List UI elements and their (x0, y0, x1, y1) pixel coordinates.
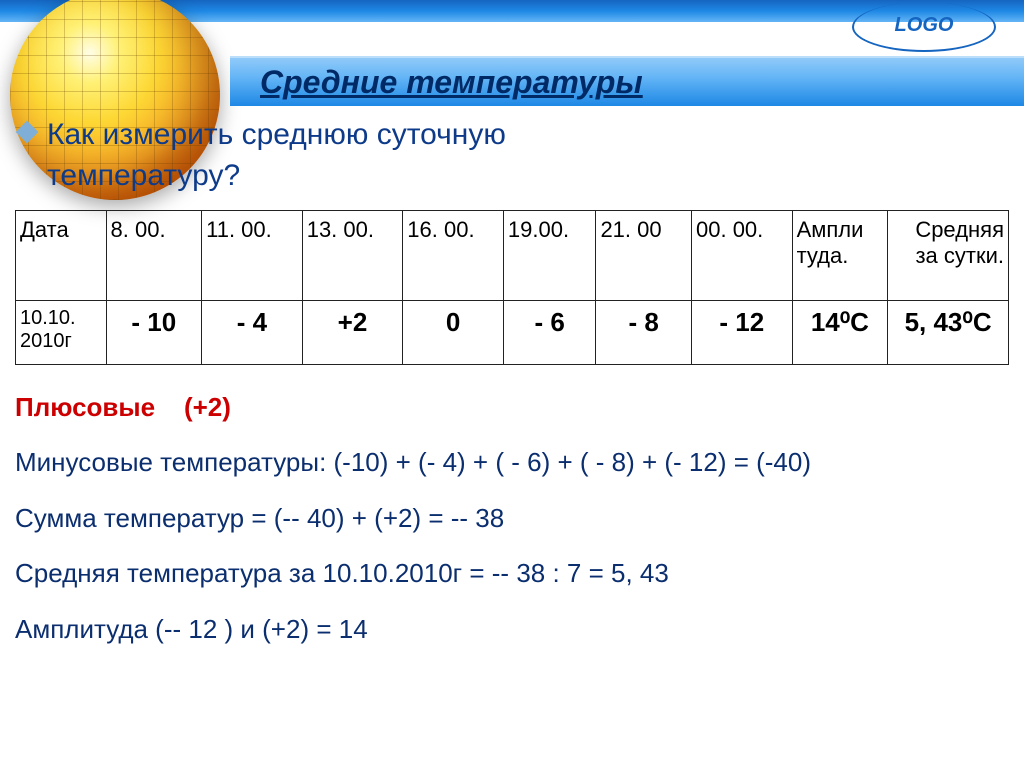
cell-v3: +2 (302, 301, 403, 365)
col-amp: Ампли туда. (792, 211, 888, 301)
cell-v7: - 12 (692, 301, 793, 365)
col-t2: 11. 00. (202, 211, 303, 301)
cell-v4: 0 (403, 301, 504, 365)
sum-line: Сумма температур = (-- 40) + (+2) = -- 3… (15, 494, 1009, 543)
table-data-row: 10.10. 2010г - 10 - 4 +2 0 - 6 - 8 - 12 … (16, 301, 1009, 365)
col-avg: Средняя за сутки. (888, 211, 1009, 301)
page-title: Средние температуры (260, 64, 643, 101)
temperature-table: Дата 8. 00. 11. 00. 13. 00. 16. 00. 19.0… (15, 210, 1009, 365)
content-area: Как измерить среднюю суточную температур… (15, 115, 1009, 660)
cell-amp: 14⁰С (792, 301, 888, 365)
col-date: Дата (16, 211, 107, 301)
amp-l1: Ампли (797, 217, 864, 242)
col-t6: 21. 00 (596, 211, 692, 301)
amp-l2: туда. (797, 243, 849, 268)
col-t3: 13. 00. (302, 211, 403, 301)
avg-l2: за сутки. (915, 243, 1004, 268)
plus-line: Плюсовые (+2) (15, 383, 1009, 432)
cell-v1: - 10 (106, 301, 202, 365)
cell-v6: - 8 (596, 301, 692, 365)
question-line1: Как измерить среднюю суточную (47, 118, 506, 151)
table-header-row: Дата 8. 00. 11. 00. 13. 00. 16. 00. 19.0… (16, 211, 1009, 301)
logo-text: LOGO (854, 14, 994, 37)
avg-line: Средняя температура за 10.10.2010г = -- … (15, 549, 1009, 598)
date-l1: 10.10. (20, 307, 76, 329)
question-text: Как измерить среднюю суточную температур… (15, 115, 1009, 196)
col-t7: 00. 00. (692, 211, 793, 301)
cell-v5: - 6 (503, 301, 596, 365)
question-line2: температуру? (47, 159, 240, 192)
date-l2: 2010г (20, 330, 72, 352)
title-bar: Средние температуры (230, 56, 1024, 106)
cell-v2: - 4 (202, 301, 303, 365)
col-t4: 16. 00. (403, 211, 504, 301)
amp-line: Амплитуда (-- 12 ) и (+2) = 14 (15, 605, 1009, 654)
bullet-icon (16, 121, 39, 144)
logo-badge: LOGO (854, 0, 994, 40)
avg-l1: Средняя (915, 217, 1004, 242)
minus-line: Минусовые температуры: (-10) + (- 4) + (… (15, 438, 1009, 487)
calculations: Плюсовые (+2) Минусовые температуры: (-1… (15, 383, 1009, 654)
cell-date: 10.10. 2010г (16, 301, 107, 365)
col-t5: 19.00. (503, 211, 596, 301)
col-t1: 8. 00. (106, 211, 202, 301)
cell-avg: 5, 43⁰С (888, 301, 1009, 365)
